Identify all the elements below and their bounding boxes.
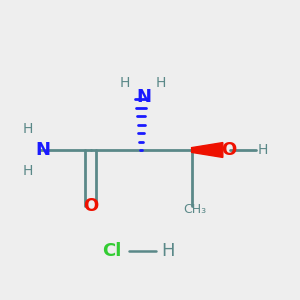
Text: H: H [23, 164, 33, 178]
Text: O: O [83, 197, 98, 215]
Polygon shape [192, 142, 223, 158]
Text: N: N [136, 88, 152, 106]
Text: H: H [23, 122, 33, 136]
Text: H: H [119, 76, 130, 90]
Text: H: H [161, 242, 175, 260]
Text: H: H [155, 76, 166, 90]
Text: Cl: Cl [102, 242, 121, 260]
Text: N: N [35, 141, 50, 159]
Text: CH₃: CH₃ [183, 203, 206, 216]
Text: O: O [221, 141, 236, 159]
Text: H: H [258, 143, 268, 157]
